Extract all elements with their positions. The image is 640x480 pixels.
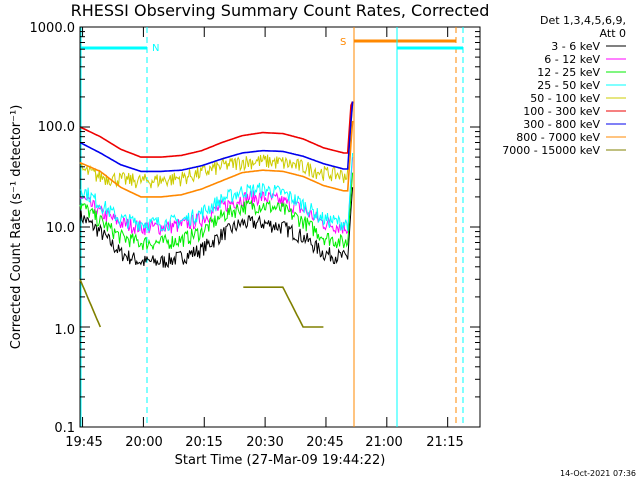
y-axis-label: Corrected Count Rate (s⁻¹ detector⁻¹) (9, 105, 24, 350)
series-line (79, 172, 354, 251)
legend-label: 100 - 300 keV (523, 105, 600, 118)
x-tick-label: 20:00 (125, 435, 162, 450)
series-line (79, 101, 354, 158)
axis-ticks (80, 26, 480, 428)
legend-label: 7000 - 15000 keV (502, 144, 600, 157)
series-line (79, 187, 354, 269)
legend-label: 3 - 6 keV (551, 40, 600, 53)
legend-label: 800 - 7000 keV (516, 131, 600, 144)
legend-label: 6 - 12 keV (544, 53, 600, 66)
y-tick-label: 1.0 (54, 323, 75, 338)
timestamp: 14-Oct-2021 07:36 (560, 469, 636, 478)
y-tick-label: 10.0 (46, 221, 75, 236)
series-line (79, 101, 354, 173)
chart-title: RHESSI Observing Summary Count Rates, Co… (71, 1, 490, 20)
y-tick-label: 0.1 (54, 421, 75, 436)
x-tick-label: 20:30 (246, 435, 283, 450)
legend-header: Att 0 (600, 27, 626, 40)
legend-label: 12 - 25 keV (537, 66, 600, 79)
marker-label-n: N (152, 43, 159, 54)
x-tick-label: 20:15 (185, 435, 222, 450)
x-tick-label: 21:15 (426, 435, 463, 450)
legend-header: Det 1,3,4,5,6,9, (540, 14, 626, 27)
marker-label-s: S (340, 37, 346, 48)
y-tick-label: 1000.0 (30, 21, 76, 36)
series-line (79, 120, 354, 198)
x-axis-label: Start Time (27-Mar-09 19:44:22) (175, 453, 386, 468)
x-tick-label: 20:45 (306, 435, 343, 450)
legend-label: 300 - 800 keV (523, 118, 600, 131)
series-layer (79, 101, 354, 328)
legend-label: 25 - 50 keV (537, 79, 600, 92)
y-tick-label: 100.0 (38, 120, 75, 135)
series-line (79, 278, 324, 328)
x-tick-label: 19:45 (65, 435, 102, 450)
legend-label: 50 - 100 keV (530, 92, 600, 105)
x-tick-label: 21:00 (365, 435, 402, 450)
series-line (79, 152, 354, 233)
legend-swatches (606, 45, 626, 151)
